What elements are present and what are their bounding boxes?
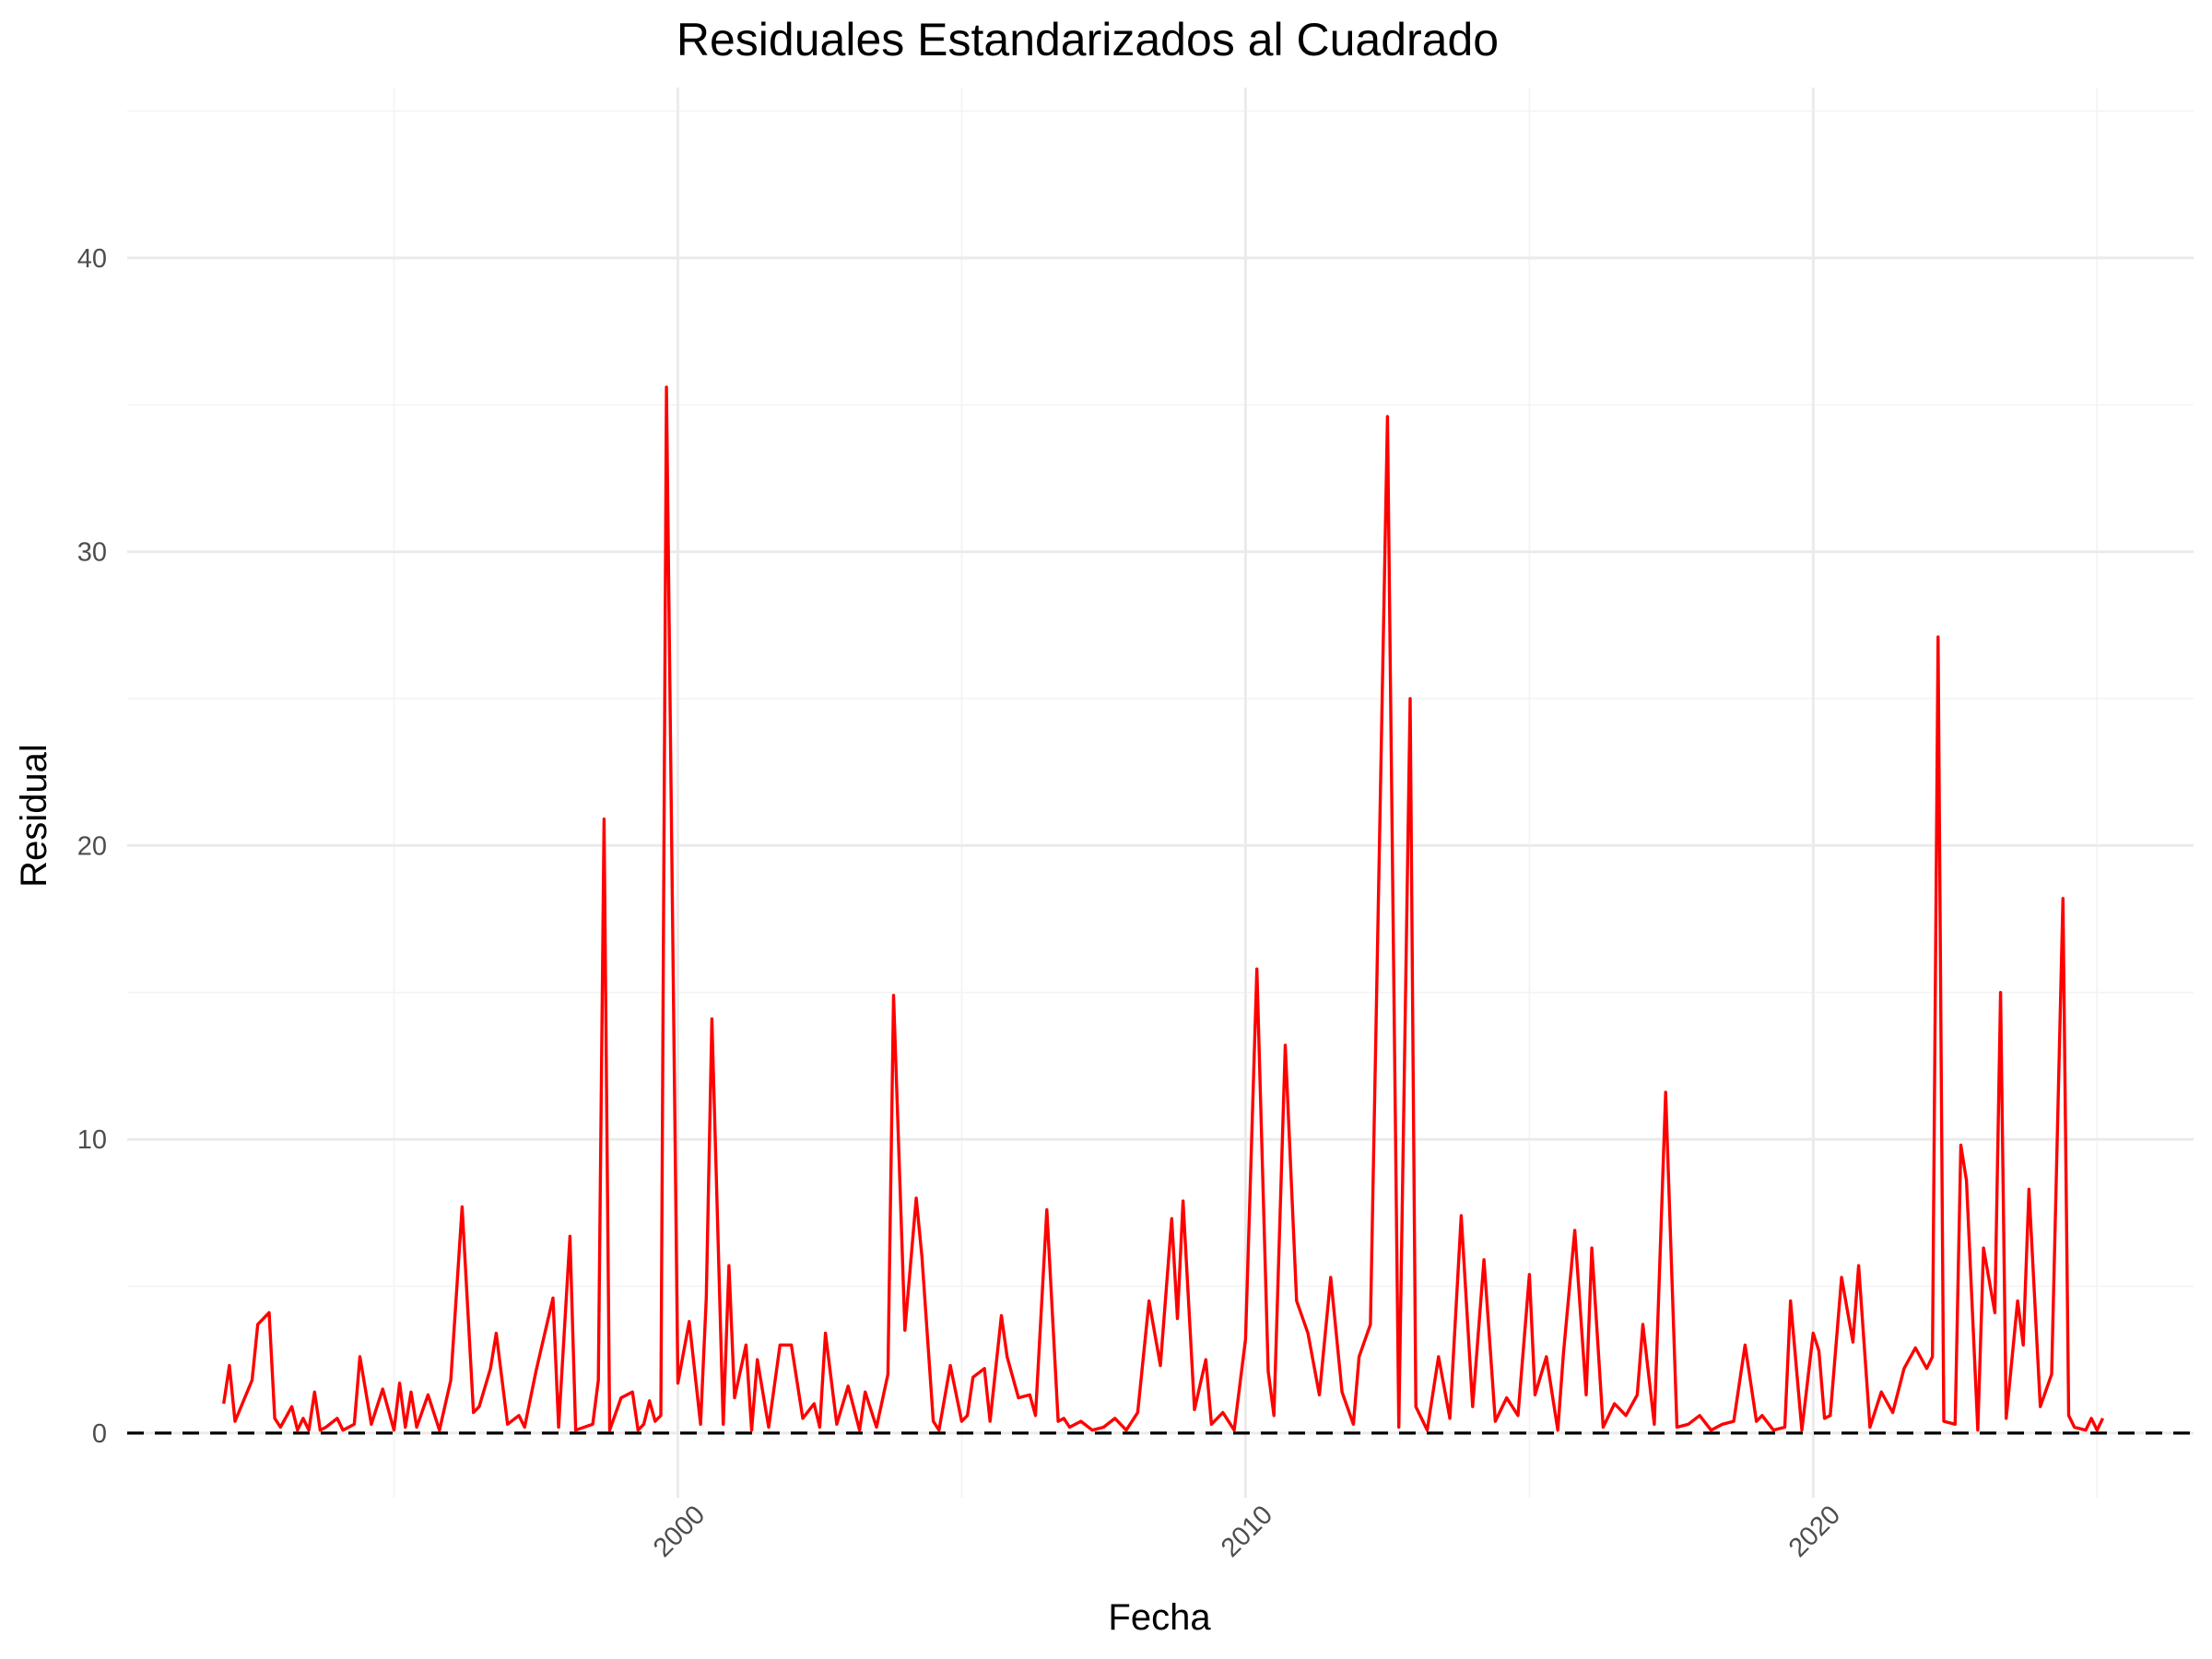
x-axis-ticks: 2000 2010 2020 [648,1500,1846,1563]
chart-title: Residuales Estandarizados al Cuadrado [677,14,1499,65]
y-tick-label: 10 [77,1125,107,1155]
y-tick-label: 0 [92,1419,107,1449]
y-tick-label: 20 [77,831,107,861]
y-tick-label: 40 [77,244,107,274]
x-tick-label: 2010 [1216,1500,1278,1563]
y-axis-ticks: 0 10 20 30 40 [77,244,107,1449]
y-tick-label: 30 [77,538,107,568]
x-tick-label: 2020 [1783,1500,1846,1563]
minor-gridlines [127,88,2194,1498]
residual-series-line [222,385,2105,1432]
x-axis-title: Fecha [1108,1597,1211,1638]
x-tick-label: 2000 [648,1500,711,1563]
y-axis-title: Residual [14,744,54,888]
plot-panel [127,88,2194,1498]
